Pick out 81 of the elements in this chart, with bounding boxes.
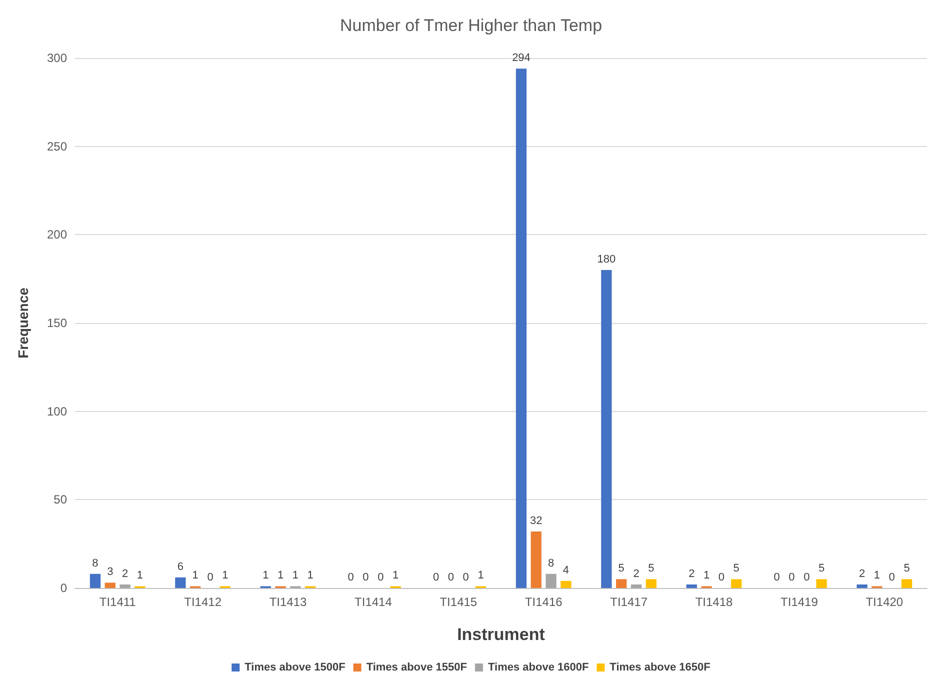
data-label: 0 [804,571,810,584]
bar [731,579,742,588]
x-axis-title: Instrument [457,625,546,644]
bar [530,531,542,588]
legend-label: Times above 1500F [244,662,346,674]
data-label: 5 [648,562,654,575]
y-tick-label: 0 [60,581,68,595]
data-label: 1 [262,570,269,582]
data-label: 6 [177,560,184,573]
data-label: 0 [378,571,384,584]
data-label: 1 [192,570,198,582]
x-tick-label: TI1416 [524,595,563,609]
x-tick-label: TI1415 [440,595,478,609]
y-axis-title: Frequence [15,287,31,358]
data-label: 0 [718,571,725,584]
bar [175,577,186,588]
bar [856,584,868,588]
legend-label: Times above 1650F [610,662,711,674]
data-label: 0 [432,571,440,584]
bar [816,579,827,588]
data-label: 5 [818,562,825,575]
data-label: 8 [92,557,98,570]
bar [616,579,627,588]
chart-title: Number of Tmer Higher than Temp [340,16,602,35]
data-label: 1 [277,570,284,582]
bar [630,584,642,588]
data-label: 1 [307,570,314,582]
bar [646,579,656,588]
data-label: 0 [448,571,454,584]
y-tick-label: 50 [54,492,68,507]
x-tick-label: TI1411 [99,595,136,609]
data-label: 180 [597,254,616,266]
data-label: 5 [904,562,910,575]
x-tick-label: TI1420 [866,595,904,609]
data-label: 8 [548,557,554,570]
data-label: 0 [788,571,795,584]
data-label: 2 [122,568,128,580]
data-label: 32 [530,514,542,527]
bar [901,579,912,588]
bar [516,68,527,588]
legend-label: Times above 1600F [488,662,589,674]
y-tick-label: 150 [46,316,68,330]
x-tick-label: TI1419 [780,595,818,609]
bar [90,574,101,588]
data-label: 5 [733,562,740,575]
bar [601,270,612,588]
data-label: 2 [688,568,695,580]
data-label: 0 [348,571,354,584]
data-label: 2 [858,568,866,580]
legend-label: Times above 1550F [366,662,468,674]
y-tick-label: 300 [46,51,68,65]
x-tick-label: TI1413 [269,595,308,609]
data-label: 0 [888,571,895,584]
bar [560,580,572,588]
x-tick-label: TI1412 [184,595,222,609]
data-label: 1 [136,570,144,582]
x-tick-label: TI1414 [354,595,392,609]
data-label: 3 [107,566,114,578]
data-label: 1 [292,570,299,582]
bar [120,584,130,588]
data-label: 0 [207,571,214,584]
data-label: 4 [562,564,570,576]
y-tick-label: 100 [46,404,68,418]
bar [686,584,697,588]
data-label: 0 [774,571,780,584]
data-label: 0 [362,571,369,584]
data-label: 1 [222,570,228,582]
data-label: 1 [703,570,710,582]
data-label: 1 [392,570,399,582]
data-label: 1 [874,570,880,582]
data-label: 2 [633,568,640,580]
bar [546,574,556,588]
data-label: 294 [512,52,530,64]
data-label: 5 [618,562,624,575]
y-tick-label: 200 [46,228,68,242]
bar [104,582,116,588]
data-label: 1 [478,570,484,582]
x-tick-label: TI1418 [695,595,734,609]
data-label: 0 [462,571,469,584]
x-tick-label: TI1417 [610,595,648,609]
y-tick-label: 250 [46,139,68,154]
